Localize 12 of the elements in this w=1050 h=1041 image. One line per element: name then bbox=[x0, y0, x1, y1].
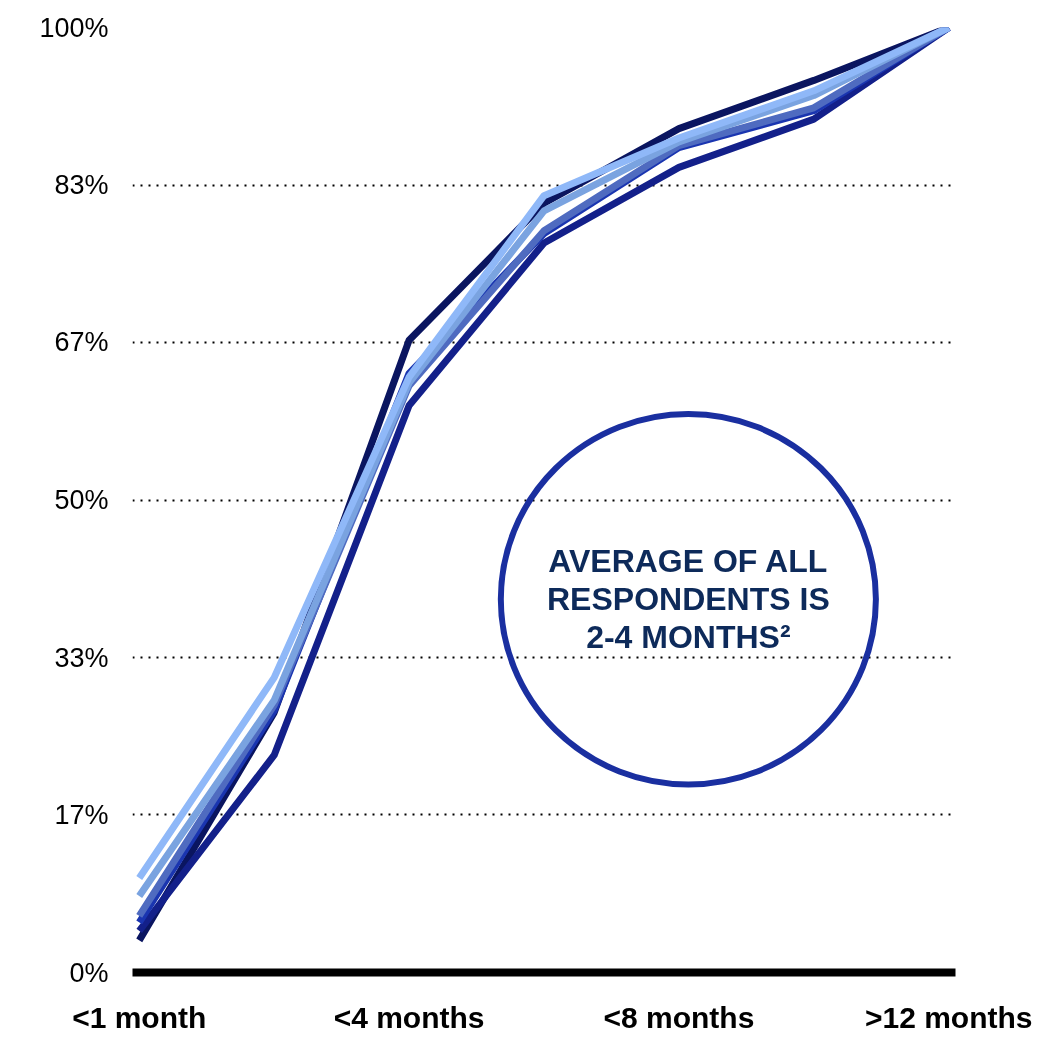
y-tick-label: 0% bbox=[69, 957, 109, 988]
y-tick-label: 50% bbox=[54, 485, 109, 515]
y-tick-label: 100% bbox=[39, 12, 109, 43]
x-tick-label: <1 month bbox=[72, 1000, 207, 1034]
y-tick-label: 67% bbox=[54, 327, 109, 358]
y-tick-label: 83% bbox=[54, 170, 109, 201]
y-tick-label: 17% bbox=[54, 799, 109, 830]
annotation: AVERAGE OF ALL RESPONDENTS IS 2-4 MONTHS² bbox=[547, 543, 830, 656]
x-tick-label: <8 months bbox=[603, 1000, 755, 1034]
x-tick-label: <4 months bbox=[333, 1000, 485, 1034]
y-tick-label: 33% bbox=[54, 642, 109, 673]
x-tick-label: >12 months bbox=[864, 1000, 1033, 1034]
